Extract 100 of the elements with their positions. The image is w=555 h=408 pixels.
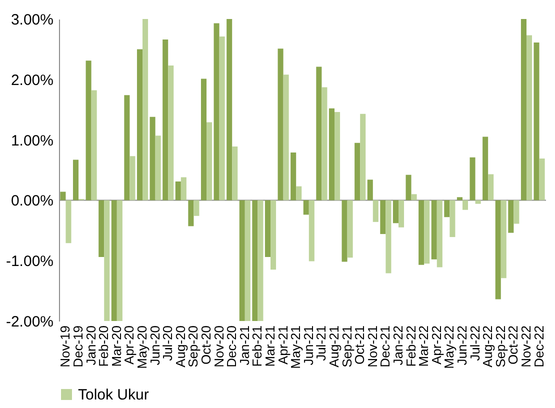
x-tick-label: Jul-21: [314, 326, 329, 361]
x-tick-label: Dec-21: [378, 326, 393, 368]
x-tick-label: May-21: [288, 326, 304, 369]
x-tick-label: Mar-20: [108, 326, 124, 367]
bar: [539, 158, 545, 200]
bar: [219, 36, 225, 200]
bar: [475, 200, 481, 204]
bar: [367, 180, 373, 200]
x-tick-label: Aug-22: [480, 326, 496, 368]
x-tick-label: Jan-22: [390, 326, 406, 366]
x-tick-label: Oct-22: [506, 326, 521, 365]
bar: [214, 23, 220, 200]
bar: [347, 200, 353, 258]
bar: [244, 200, 250, 321]
bar: [334, 112, 340, 200]
bar: [188, 200, 194, 226]
x-tick-label: Nov-22: [518, 326, 534, 368]
bar: [392, 200, 398, 224]
y-tick-label: -2.00%: [6, 314, 54, 330]
bar: [232, 146, 238, 200]
bar: [411, 194, 417, 200]
bar: [290, 152, 296, 200]
bar: [86, 60, 92, 200]
bar: [462, 200, 468, 210]
bar: [168, 66, 174, 200]
bar: [150, 116, 156, 200]
bar: [500, 200, 506, 278]
x-tick-label: Nov-21: [364, 326, 380, 368]
bar: [206, 122, 212, 200]
bar: [136, 49, 143, 200]
bar: [239, 200, 245, 321]
bar: [380, 200, 386, 234]
bar: [98, 200, 104, 257]
bar: [450, 200, 456, 238]
bar: [431, 200, 437, 260]
bar: [111, 200, 117, 321]
x-tick-label: Dec-20: [224, 326, 240, 368]
bar: [322, 87, 328, 200]
bar: [424, 200, 430, 264]
bar: [470, 157, 476, 200]
x-tick-label: May-22: [442, 326, 457, 369]
x-tick-label: Feb-21: [250, 326, 265, 367]
x-tick-label: Apr-22: [428, 326, 444, 365]
bar: [398, 200, 404, 228]
bar: [142, 19, 148, 200]
x-tick-label: Aug-20: [172, 326, 188, 368]
x-tick-label: Dec-19: [70, 326, 86, 368]
bar: [520, 19, 526, 200]
bar: [252, 200, 258, 321]
y-tick-label: 2.00%: [10, 72, 54, 89]
bar: [270, 200, 276, 270]
bar: [308, 200, 314, 262]
x-tick-label: Jan-21: [236, 326, 252, 366]
bar: [66, 200, 72, 244]
bar: [372, 200, 378, 222]
x-tick-label: Oct-21: [352, 326, 368, 365]
bar: [328, 108, 334, 200]
x-tick-label: Apr-20: [122, 326, 137, 365]
bar: [264, 200, 271, 257]
x-tick-label: Mar-21: [262, 326, 278, 367]
bar: [283, 74, 289, 200]
bar: [60, 192, 66, 200]
bar: [436, 200, 442, 268]
y-tick-label: -1.00%: [6, 253, 54, 270]
bar: [180, 177, 186, 200]
x-tick-label: Jul-20: [160, 326, 176, 361]
bar: [534, 42, 540, 200]
bar: [130, 156, 136, 200]
x-tick-label: Dec-22: [531, 326, 546, 368]
y-tick-label: 1.00%: [10, 132, 54, 150]
bar: [72, 160, 79, 200]
bar: [226, 19, 232, 200]
bar: [482, 136, 488, 200]
x-tick-label: Feb-22: [403, 326, 418, 367]
x-tick-label: Jan-20: [83, 326, 98, 366]
x-tick-label: Nov-20: [211, 326, 226, 368]
x-tick-label: Mar-22: [416, 326, 432, 367]
x-tick-label: Nov-19: [58, 326, 73, 368]
bar: [342, 200, 348, 262]
bar: [316, 66, 322, 200]
bar: [406, 174, 412, 200]
bar: [508, 200, 514, 233]
x-tick-label: Aug-21: [326, 326, 342, 368]
legend-label: Tolok Ukur: [78, 386, 149, 404]
bar: [200, 78, 207, 200]
bar: [444, 200, 450, 218]
x-tick-label: May-20: [134, 326, 150, 369]
bar: [495, 200, 501, 300]
bar: [278, 48, 284, 200]
bar: [418, 200, 424, 265]
bar: [258, 200, 264, 321]
bar: [124, 95, 130, 200]
bar: [360, 114, 366, 200]
x-tick-label: Apr-21: [275, 326, 290, 365]
bar: [175, 181, 181, 200]
bar: [116, 200, 122, 321]
bar: [303, 200, 309, 215]
bar: [386, 200, 392, 274]
x-tick-label: Feb-20: [96, 326, 112, 367]
bar: [354, 142, 360, 200]
